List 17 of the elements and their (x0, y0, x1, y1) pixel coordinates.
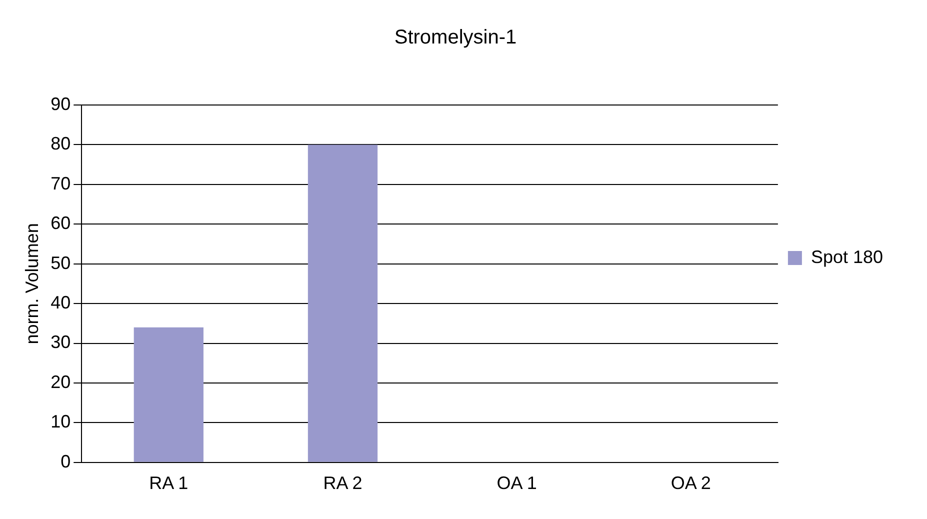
x-tick-label: OA 2 (670, 473, 711, 494)
y-tick-label: 60 (50, 213, 71, 234)
y-tick-label: 0 (60, 451, 71, 472)
y-tick-label: 10 (50, 412, 71, 432)
chart-title: Stromelysin-1 (394, 26, 517, 49)
legend-label: Spot 180 (810, 246, 883, 267)
y-tick-label: 80 (50, 134, 71, 154)
y-tick-label: 30 (50, 332, 71, 352)
y-tick-label: 70 (50, 173, 71, 194)
y-tick-label: 20 (50, 372, 71, 392)
y-tick-label: 50 (50, 252, 71, 273)
x-tick-label: OA 1 (496, 473, 537, 494)
x-tick-label: RA 1 (149, 473, 188, 494)
y-tick-label: 90 (50, 94, 71, 114)
x-tick-label: RA 2 (323, 473, 362, 494)
y-tick-label: 40 (50, 292, 71, 313)
y-axis-title: norm. Volumen (22, 223, 42, 344)
